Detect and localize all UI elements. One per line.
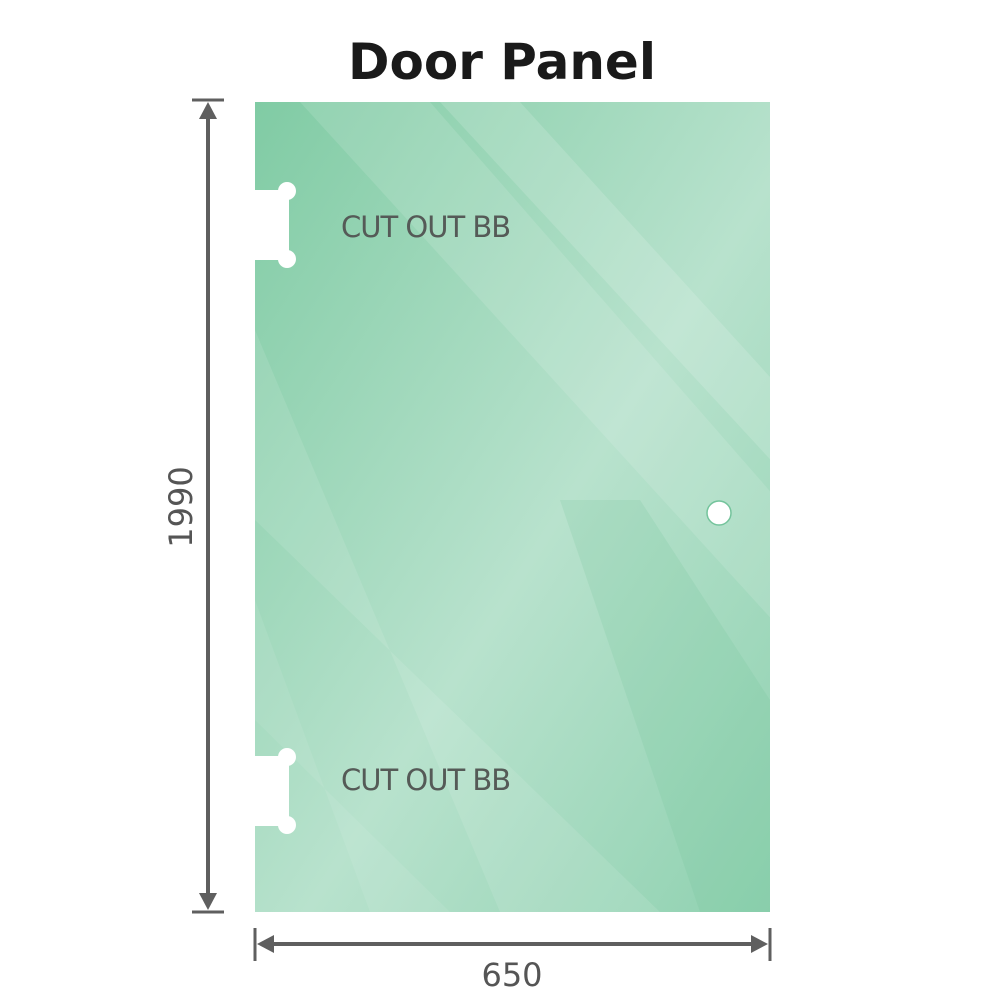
- glass-reflections: [255, 102, 770, 912]
- height-dimension-line: [192, 98, 224, 914]
- arrow-right-icon: [751, 935, 768, 953]
- cutout-bottom: [250, 748, 296, 834]
- arrow-left-icon: [257, 935, 274, 953]
- cutout-bottom-label: CUT OUT BB: [341, 763, 510, 797]
- cutout-top-label: CUT OUT BB: [341, 210, 510, 244]
- width-dimension-line: [253, 928, 772, 961]
- arrow-down-icon: [199, 893, 217, 910]
- width-dimension-label: 650: [481, 956, 542, 994]
- cutout-top: [250, 182, 296, 268]
- page-title: Door Panel: [348, 33, 656, 91]
- glass-panel: [250, 102, 770, 912]
- height-dimension-label: 1990: [162, 466, 200, 547]
- handle-hole: [706, 500, 732, 526]
- arrow-up-icon: [199, 102, 217, 119]
